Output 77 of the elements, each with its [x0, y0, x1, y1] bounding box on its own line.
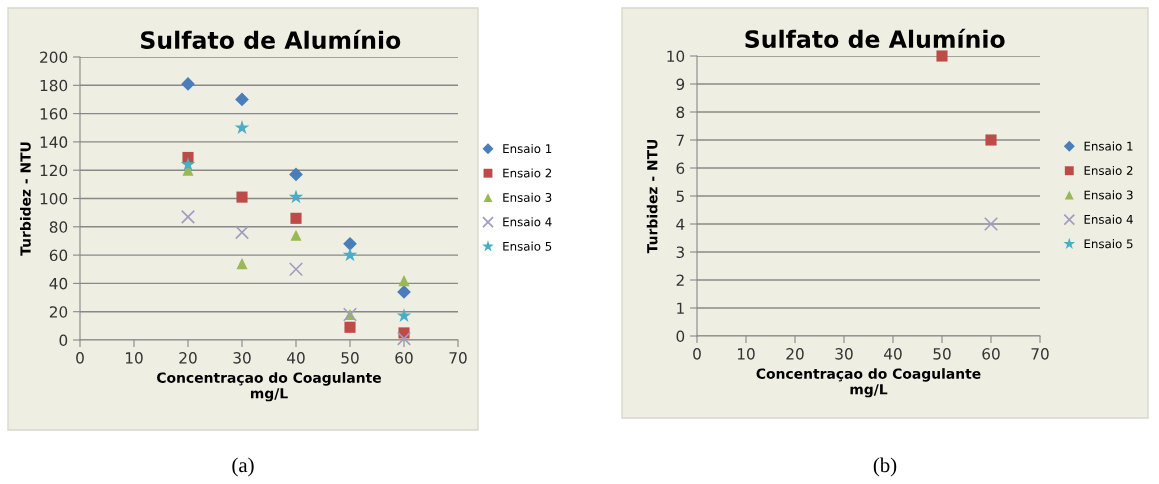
point [985, 134, 997, 146]
point [289, 167, 303, 182]
text: (b) [873, 457, 897, 477]
x-tick-label: 60 [395, 352, 413, 364]
legend-label: Ensaio 1 [1084, 141, 1133, 151]
x-tick-label: 0 [693, 348, 701, 360]
x-axis-title: Concentraçao do Coagulante mg/L [756, 368, 981, 398]
x-tick-label: 30 [835, 348, 853, 360]
point [344, 321, 356, 333]
point [343, 236, 357, 251]
point [983, 216, 999, 232]
point [396, 308, 412, 323]
x-tick-label: 40 [287, 352, 305, 364]
x-tick-label: 50 [933, 348, 951, 360]
y-tick-label: 9 [676, 78, 685, 91]
y-tick-label: 4 [676, 218, 685, 230]
legend-label: Ensaio 3 [1084, 190, 1133, 200]
x-tick-label: 0 [76, 352, 84, 364]
point [235, 92, 249, 107]
y-tick-label: 100 [40, 192, 68, 205]
legend-label: Ensaio 5 [1084, 239, 1133, 249]
y-tick-label: 160 [40, 108, 68, 120]
y-tick-label: 140 [40, 136, 68, 148]
y-tick-label: 2 [676, 274, 684, 286]
x-tick-label: 40 [884, 348, 902, 360]
legend-label: Ensaio 4 [503, 217, 552, 227]
y-tick-label: 0 [676, 330, 685, 343]
y-tick-label: 20 [49, 306, 68, 318]
point [236, 191, 248, 203]
y-tick-label: 200 [40, 51, 68, 64]
text: (a) [232, 457, 254, 477]
x-tick-label: 60 [982, 348, 1000, 360]
y-tick-label: 80 [49, 221, 68, 233]
y-tick-label: 7 [676, 134, 684, 146]
x-tick-label: 70 [449, 352, 467, 364]
x-tick-label: 10 [737, 348, 755, 360]
x-tick-label: 20 [179, 352, 197, 364]
x-tick-label: 30 [233, 352, 251, 364]
point [396, 331, 412, 346]
point [936, 50, 948, 62]
x-tick-label: 10 [125, 352, 143, 364]
point [288, 189, 304, 204]
point [398, 275, 410, 287]
y-axis-title: Turbidez - NTU [646, 139, 658, 254]
point [288, 262, 304, 277]
point [290, 212, 302, 224]
y-axis-title: Turbidez - NTU [20, 142, 31, 256]
point [180, 156, 196, 171]
point [236, 258, 248, 270]
y-tick-label: 10 [667, 50, 685, 63]
chart-title: Sulfato de Alumínio [141, 29, 401, 49]
y-tick-label: 8 [676, 106, 685, 119]
point [234, 120, 250, 134]
x-tick-label: 20 [786, 348, 804, 360]
legend-label: Ensaio 4 [1084, 214, 1133, 224]
legend-label: Ensaio 1 [503, 143, 552, 154]
legend-label: Ensaio 5 [503, 241, 552, 251]
y-tick-label: 1 [677, 302, 684, 314]
point [234, 225, 250, 240]
x-tick-label: 70 [1031, 348, 1049, 360]
point [290, 229, 302, 241]
x-tick-label: 50 [341, 352, 359, 364]
y-tick-label: 0 [59, 334, 68, 347]
y-tick-label: 6 [676, 162, 685, 175]
chart-title: Sulfato de Alumínio [745, 28, 1005, 48]
y-tick-label: 5 [676, 190, 684, 203]
y-tick-label: 120 [40, 164, 68, 177]
legend-label: Ensaio 3 [503, 192, 552, 202]
y-tick-label: 60 [49, 249, 68, 262]
point [180, 209, 196, 224]
y-tick-label: 180 [40, 79, 68, 92]
point [342, 247, 358, 262]
x-axis-title: Concentraçao do Coagulante mg/L [157, 372, 381, 402]
legend-label: Ensaio 2 [1084, 165, 1133, 176]
y-tick-label: 3 [676, 246, 684, 259]
legend-label: Ensaio 2 [503, 168, 552, 178]
y-tick-label: 40 [49, 277, 68, 290]
